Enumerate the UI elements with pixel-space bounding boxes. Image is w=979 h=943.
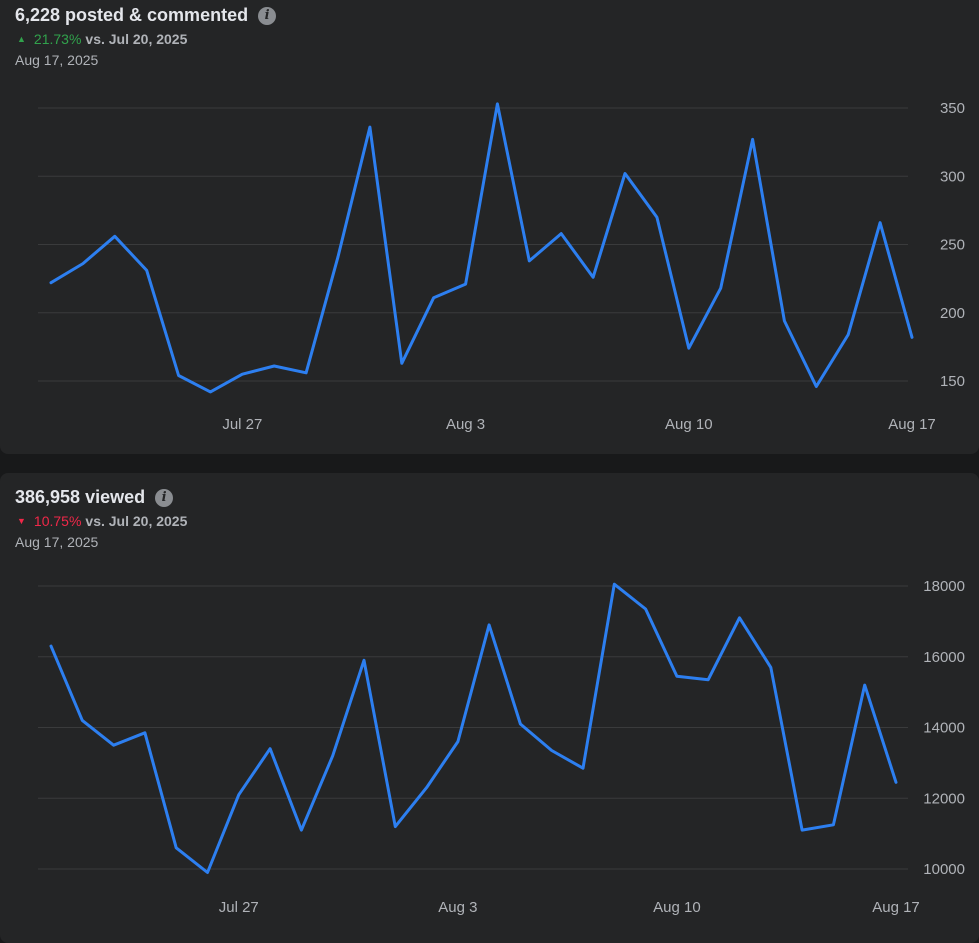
data-point[interactable] bbox=[364, 121, 376, 133]
data-point[interactable] bbox=[428, 292, 440, 304]
x-tick-label: Aug 17 bbox=[872, 899, 920, 916]
viewed-card: 386,958 viewed i ▼ 10.75% vs. Jul 20, 20… bbox=[0, 473, 979, 943]
data-point[interactable] bbox=[827, 819, 839, 831]
data-point[interactable] bbox=[264, 743, 276, 755]
data-point[interactable] bbox=[358, 654, 370, 666]
data-point[interactable] bbox=[747, 133, 759, 145]
data-point[interactable] bbox=[796, 824, 808, 836]
data-point[interactable] bbox=[523, 255, 535, 267]
data-point[interactable] bbox=[77, 258, 89, 270]
comparison: ▲ 21.73% vs. Jul 20, 2025 bbox=[15, 31, 276, 47]
data-point[interactable] bbox=[201, 867, 213, 879]
data-point[interactable] bbox=[173, 370, 185, 382]
x-tick-label: Aug 3 bbox=[446, 416, 485, 433]
data-point[interactable] bbox=[619, 168, 631, 180]
y-tick-label: 14000 bbox=[923, 720, 965, 737]
y-tick-label: 18000 bbox=[923, 578, 965, 595]
data-point[interactable] bbox=[577, 762, 589, 774]
data-point[interactable] bbox=[139, 727, 151, 739]
change-percent: 10.75% bbox=[33, 513, 82, 529]
data-point[interactable] bbox=[483, 619, 495, 631]
data-point[interactable] bbox=[810, 380, 822, 392]
data-point[interactable] bbox=[587, 271, 599, 283]
data-point[interactable] bbox=[671, 670, 683, 682]
data-point[interactable] bbox=[327, 750, 339, 762]
comparison: ▼ 10.75% vs. Jul 20, 2025 bbox=[15, 513, 187, 529]
series-line[interactable] bbox=[49, 102, 914, 394]
data-point[interactable] bbox=[765, 661, 777, 673]
y-tick-label: 16000 bbox=[923, 649, 965, 666]
comparison-label: vs. Jul 20, 2025 bbox=[85, 31, 188, 47]
data-point[interactable] bbox=[236, 368, 248, 380]
data-point[interactable] bbox=[608, 578, 620, 590]
info-icon[interactable]: i bbox=[258, 6, 277, 25]
caret-up-icon: ▲ bbox=[17, 34, 26, 44]
data-point[interactable] bbox=[389, 821, 401, 833]
chart-title: 386,958 viewed bbox=[15, 487, 146, 507]
x-tick-label: Aug 17 bbox=[888, 416, 936, 433]
series-line[interactable] bbox=[49, 582, 898, 874]
data-point[interactable] bbox=[906, 331, 918, 343]
y-tick-label: 350 bbox=[940, 100, 965, 117]
y-tick-label: 200 bbox=[940, 305, 965, 322]
data-point[interactable] bbox=[108, 739, 120, 751]
y-tick-label: 150 bbox=[940, 373, 965, 390]
y-tick-label: 300 bbox=[940, 168, 965, 185]
caret-down-icon: ▼ bbox=[17, 516, 26, 526]
data-point[interactable] bbox=[268, 360, 280, 372]
data-point[interactable] bbox=[715, 282, 727, 294]
data-point[interactable] bbox=[295, 824, 307, 836]
x-tick-label: Aug 10 bbox=[665, 416, 713, 433]
x-tick-label: Jul 27 bbox=[219, 899, 259, 916]
data-point[interactable] bbox=[859, 679, 871, 691]
posted-commented-card: 6,228 posted & commented i ▲ 21.73% vs. … bbox=[0, 0, 979, 454]
data-point[interactable] bbox=[491, 98, 503, 110]
data-point[interactable] bbox=[421, 782, 433, 794]
data-point[interactable] bbox=[683, 342, 695, 354]
chart-date: Aug 17, 2025 bbox=[15, 534, 99, 550]
data-point[interactable] bbox=[734, 612, 746, 624]
data-point[interactable] bbox=[45, 277, 57, 289]
data-point[interactable] bbox=[233, 789, 245, 801]
data-point[interactable] bbox=[640, 603, 652, 615]
data-point[interactable] bbox=[170, 842, 182, 854]
data-point[interactable] bbox=[45, 640, 57, 652]
y-tick-label: 10000 bbox=[923, 861, 965, 878]
data-point[interactable] bbox=[778, 315, 790, 327]
data-point[interactable] bbox=[300, 367, 312, 379]
change-percent: 21.73% bbox=[33, 31, 82, 47]
x-tick-label: Aug 10 bbox=[653, 899, 701, 916]
data-point[interactable] bbox=[396, 357, 408, 369]
data-point[interactable] bbox=[555, 228, 567, 240]
data-point[interactable] bbox=[842, 329, 854, 341]
data-point[interactable] bbox=[141, 264, 153, 276]
comparison-label: vs. Jul 20, 2025 bbox=[85, 513, 188, 529]
posted-commented-line-chart: 150 200 250 300 350 Jul 27 Aug 3 Aug 10 Aug 17 bbox=[38, 98, 965, 433]
data-point[interactable] bbox=[452, 736, 464, 748]
data-point[interactable] bbox=[874, 217, 886, 229]
card-header: 386,958 viewed i ▼ 10.75% vs. Jul 20, 20… bbox=[15, 487, 187, 550]
x-tick-label: Jul 27 bbox=[222, 416, 262, 433]
data-point[interactable] bbox=[76, 714, 88, 726]
y-tick-label: 250 bbox=[940, 237, 965, 254]
data-point[interactable] bbox=[204, 386, 216, 398]
card-header: 6,228 posted & commented i ▲ 21.73% vs. … bbox=[15, 5, 277, 68]
data-point[interactable] bbox=[702, 674, 714, 686]
y-tick-label: 12000 bbox=[923, 790, 965, 807]
data-point[interactable] bbox=[651, 211, 663, 223]
data-point[interactable] bbox=[332, 251, 344, 263]
chart-title: 6,228 posted & commented bbox=[15, 5, 249, 25]
viewed-line-chart: 10000 12000 14000 16000 18000 Jul 27 Aug 3 Aug … bbox=[38, 578, 965, 916]
x-tick-label: Aug 3 bbox=[438, 899, 477, 916]
data-point[interactable] bbox=[460, 278, 472, 290]
data-point[interactable] bbox=[546, 744, 558, 756]
info-icon[interactable]: i bbox=[155, 488, 174, 507]
chart-date: Aug 17, 2025 bbox=[15, 52, 99, 68]
data-point[interactable] bbox=[514, 718, 526, 730]
data-point[interactable] bbox=[109, 230, 121, 242]
data-point[interactable] bbox=[890, 776, 902, 788]
